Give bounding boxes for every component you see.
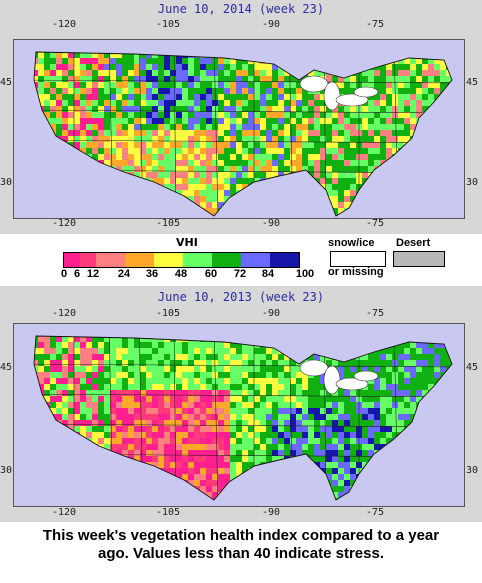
coastline xyxy=(33,51,453,217)
lat-label-bot-left-30: 30 xyxy=(0,465,13,476)
lat-label-bot-right-45: 45 xyxy=(466,362,479,373)
vhi-map-2013-canvas xyxy=(33,335,453,501)
vhi-label-84: 84 xyxy=(261,268,275,280)
snow-ice-label: snow/ice xyxy=(328,237,375,249)
vhi-label-48: 48 xyxy=(174,268,188,280)
vhi-legend: VHI 0 6 12 24 36 48 60 72 84 100 snow/ic… xyxy=(0,234,482,286)
missing-label: or missing xyxy=(328,266,384,278)
map-title-2014: June 10, 2014 (week 23) xyxy=(157,2,325,16)
lat-label-bot-right-30: 30 xyxy=(466,465,479,476)
caption-line-2: ago. Values less than 40 indicate stress… xyxy=(98,545,384,562)
vhi-label-72: 72 xyxy=(233,268,247,280)
lon-label-top-4: -75 xyxy=(366,19,385,30)
lat-label-top-left-45: 45 xyxy=(0,77,13,88)
lon-label-bot-bottom-1: -120 xyxy=(52,507,77,518)
vhi-label-100: 100 xyxy=(295,268,315,280)
desert-label: Desert xyxy=(396,237,431,249)
great-lake-1 xyxy=(323,365,341,395)
vhi-map-2013 xyxy=(13,323,465,507)
caption: This week's vegetation health index comp… xyxy=(0,527,482,563)
vhi-label-36: 36 xyxy=(145,268,159,280)
great-lake-2 xyxy=(335,377,369,391)
vhi-map-2014-canvas xyxy=(33,51,453,217)
lon-label-top-bottom-3: -90 xyxy=(262,218,281,229)
lon-label-bot-3: -90 xyxy=(262,308,281,319)
lon-label-bot-bottom-3: -90 xyxy=(262,507,281,518)
vhi-color-bar xyxy=(63,252,300,268)
vhi-swatch-1 xyxy=(80,253,96,267)
lat-label-top-right-45: 45 xyxy=(466,77,479,88)
vhi-swatch-8 xyxy=(270,253,299,267)
great-lake-1 xyxy=(323,81,341,111)
vhi-label-60: 60 xyxy=(204,268,218,280)
great-lake-3 xyxy=(353,86,379,98)
desert-swatch xyxy=(393,251,445,267)
vhi-label-0: 0 xyxy=(60,268,68,280)
lon-label-bot-bottom-4: -75 xyxy=(366,507,385,518)
great-lake-3 xyxy=(353,370,379,382)
lon-label-top-bottom-1: -120 xyxy=(52,218,77,229)
lon-label-top-3: -90 xyxy=(262,19,281,30)
great-lake-0 xyxy=(299,359,329,377)
lon-label-top-bottom-4: -75 xyxy=(366,218,385,229)
vhi-swatch-0 xyxy=(64,253,80,267)
vhi-label-24: 24 xyxy=(117,268,131,280)
lon-label-top-2: -105 xyxy=(156,19,181,30)
vhi-swatch-4 xyxy=(154,253,183,267)
snow-ice-swatch xyxy=(330,251,386,267)
lon-label-bot-1: -120 xyxy=(52,308,77,319)
vhi-legend-title: VHI xyxy=(176,236,198,249)
lon-label-top-1: -120 xyxy=(52,19,77,30)
great-lake-0 xyxy=(299,75,329,93)
vhi-swatch-5 xyxy=(183,253,212,267)
map-title-2013: June 10, 2013 (week 23) xyxy=(157,290,325,304)
lon-label-bot-bottom-2: -105 xyxy=(156,507,181,518)
caption-line-1: This week's vegetation health index comp… xyxy=(42,527,440,544)
lon-label-top-bottom-2: -105 xyxy=(156,218,181,229)
vhi-map-2014 xyxy=(13,39,465,219)
lat-label-top-right-30: 30 xyxy=(466,177,479,188)
vhi-swatch-3 xyxy=(125,253,154,267)
vhi-swatch-2 xyxy=(96,253,125,267)
lon-label-bot-4: -75 xyxy=(366,308,385,319)
vhi-label-6: 6 xyxy=(73,268,81,280)
coastline xyxy=(33,335,453,501)
vhi-swatch-7 xyxy=(241,253,270,267)
lat-label-bot-left-45: 45 xyxy=(0,362,13,373)
vhi-label-12: 12 xyxy=(86,268,100,280)
lon-label-bot-2: -105 xyxy=(156,308,181,319)
lat-label-top-left-30: 30 xyxy=(0,177,13,188)
great-lake-2 xyxy=(335,93,369,107)
vhi-swatch-6 xyxy=(212,253,241,267)
vhi-pixels xyxy=(34,336,452,500)
